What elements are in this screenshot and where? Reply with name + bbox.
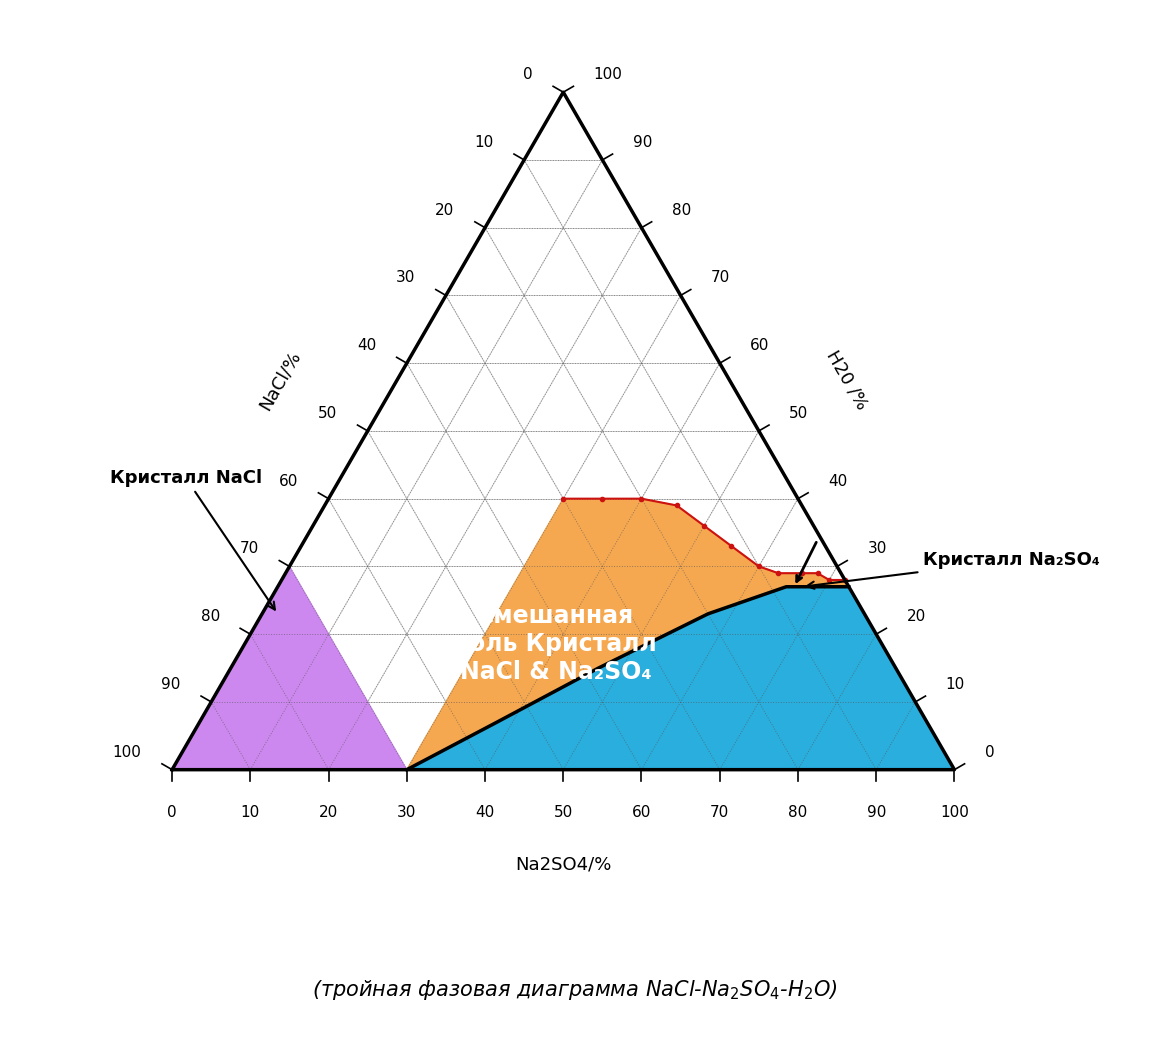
Text: Na2SO4/%: Na2SO4/% [515,856,612,874]
Text: (тройная фазовая диаграмма NaCl-Na$_2$SO$_4$-H$_2$O): (тройная фазовая диаграмма NaCl-Na$_2$SO… [313,979,837,1002]
Polygon shape [172,92,954,770]
Text: 40: 40 [356,338,376,353]
Text: 90: 90 [866,805,886,820]
Text: 70: 70 [239,541,259,556]
Text: 20: 20 [906,609,926,624]
Text: 0: 0 [167,805,177,820]
Text: 70: 70 [710,805,729,820]
Text: 10: 10 [240,805,260,820]
Text: 60: 60 [631,805,651,820]
Text: Кристалл Na₂SO₄: Кристалл Na₂SO₄ [807,552,1099,589]
Text: NaCl/%: NaCl/% [255,347,304,413]
Text: 100: 100 [113,744,141,759]
Text: 30: 30 [867,541,887,556]
Text: 10: 10 [945,677,965,692]
Text: 40: 40 [475,805,494,820]
Text: 60: 60 [750,338,769,353]
Text: 50: 50 [317,406,337,420]
Text: 80: 80 [200,609,220,624]
Text: 100: 100 [940,805,968,820]
Text: 100: 100 [593,67,622,83]
Polygon shape [407,499,849,770]
Text: 70: 70 [711,270,730,285]
Text: 90: 90 [161,677,181,692]
Text: 30: 30 [397,805,416,820]
Text: Кристалл NaCl: Кристалл NaCl [109,469,275,610]
Text: 50: 50 [789,406,808,420]
Text: 30: 30 [396,270,415,285]
Text: 80: 80 [672,202,691,217]
Text: 40: 40 [828,473,848,488]
Text: 20: 20 [319,805,338,820]
Text: 0: 0 [523,67,532,83]
Polygon shape [172,567,407,770]
Text: 90: 90 [632,134,652,149]
Text: 50: 50 [553,805,573,820]
Text: 10: 10 [475,134,493,149]
Text: H20 /%: H20 /% [822,347,871,413]
Text: 60: 60 [278,473,298,488]
Text: 80: 80 [789,805,807,820]
Polygon shape [172,587,954,770]
Text: 0: 0 [984,744,995,759]
Text: 20: 20 [436,202,454,217]
Text: Смешанная
соль Кристалл
NaCl & Na₂SO₄: Смешанная соль Кристалл NaCl & Na₂SO₄ [454,605,657,684]
